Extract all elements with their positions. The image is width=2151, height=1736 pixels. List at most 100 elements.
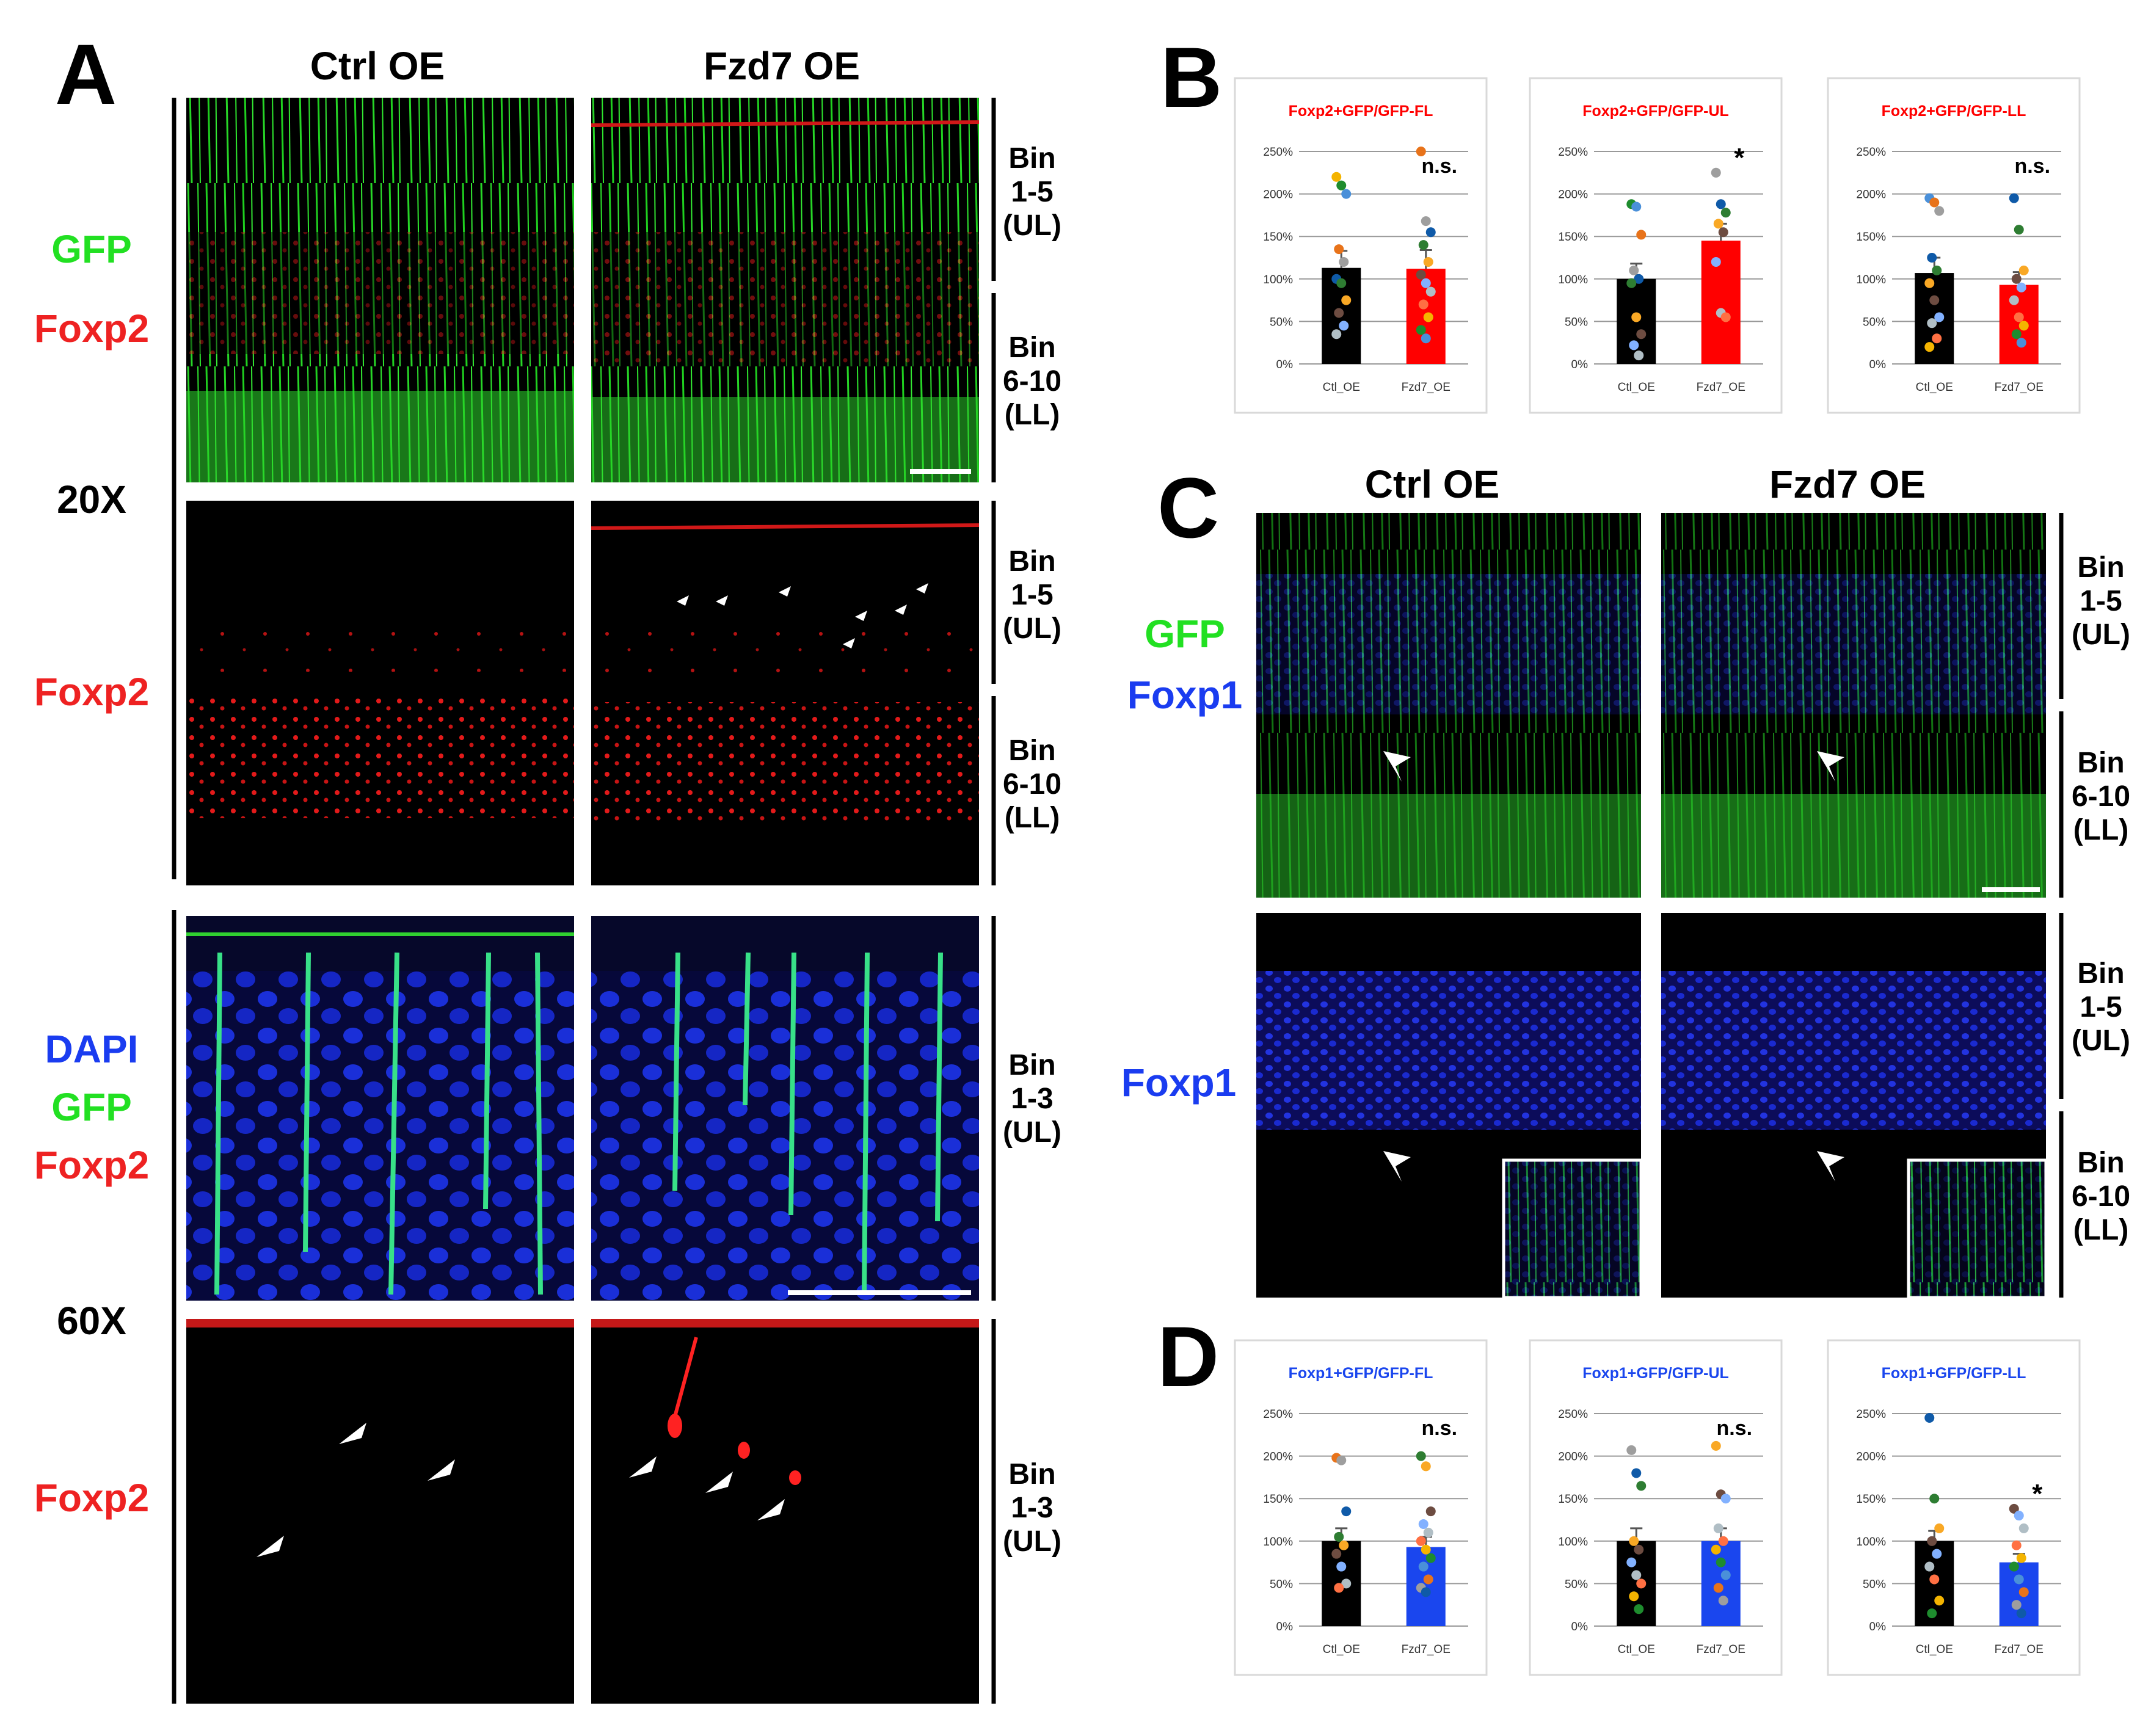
bin-label: Bin xyxy=(2077,747,2124,779)
x-tick-label: Ctl_OE xyxy=(1916,381,1953,394)
micrograph-a-ctrl-gfp-foxp2-20x xyxy=(186,98,574,482)
bin-label: Bin xyxy=(1008,332,1055,364)
data-point xyxy=(1334,308,1344,318)
data-point xyxy=(1927,1536,1937,1546)
data-point xyxy=(1634,274,1644,284)
scale-bar xyxy=(788,1290,971,1295)
micrograph-a-fzd7-foxp2-60x xyxy=(591,1319,979,1704)
data-point xyxy=(1629,265,1639,275)
data-point xyxy=(1634,1604,1644,1614)
y-tick-label: 150% xyxy=(1856,231,1886,244)
data-point xyxy=(1631,1468,1642,1478)
chart-title: Foxp2+GFP/GFP-UL xyxy=(1582,103,1729,120)
data-point xyxy=(1932,333,1942,344)
data-point xyxy=(1425,286,1436,297)
y-tick-label: 100% xyxy=(1558,1536,1588,1549)
magnification-20x: 20X xyxy=(57,478,126,521)
x-tick-label: Fzd7_OE xyxy=(1697,381,1745,394)
bar xyxy=(1701,241,1741,364)
data-point xyxy=(2016,1553,2026,1563)
bin-label: (UL) xyxy=(1003,1525,1061,1558)
y-tick-label: 50% xyxy=(1565,316,1588,329)
data-point xyxy=(1631,1570,1642,1580)
data-point xyxy=(1934,1596,1945,1606)
y-tick-label: 0% xyxy=(1869,1621,1887,1633)
y-tick-label: 200% xyxy=(1856,189,1886,202)
y-tick-label: 150% xyxy=(1856,1493,1886,1506)
chart-foxp2-ul: Foxp2+GFP/GFP-UL 0% 50% 100% 150% 200% 250% Ctl… xyxy=(1529,77,1783,414)
y-tick-label: 150% xyxy=(1263,231,1293,244)
data-point xyxy=(2014,1574,2024,1585)
y-tick-label: 200% xyxy=(1856,1451,1886,1464)
data-point xyxy=(1339,256,1349,267)
channel-label-gfp-c1: GFP xyxy=(1145,612,1225,656)
data-point xyxy=(1711,1544,1721,1555)
data-point xyxy=(1334,1531,1344,1542)
data-point xyxy=(1418,1561,1429,1572)
x-tick-label: Fzd7_OE xyxy=(1995,381,2044,394)
x-tick-label: Ctl_OE xyxy=(1916,1643,1953,1656)
data-point xyxy=(1720,1570,1731,1580)
y-tick-label: 0% xyxy=(1869,358,1887,371)
data-point xyxy=(1634,350,1644,361)
data-point xyxy=(1924,342,1935,352)
data-point xyxy=(2011,1540,2022,1550)
bin-label: Bin xyxy=(2077,551,2124,584)
arrowhead-icon xyxy=(1383,1151,1411,1182)
channel-label-dapi-a3: DAPI xyxy=(45,1027,139,1071)
bin-label: 6-10 xyxy=(1003,768,1061,801)
panel-letter-c: C xyxy=(1157,460,1219,556)
arrowhead-icon xyxy=(1817,751,1844,782)
y-tick-label: 150% xyxy=(1558,231,1588,244)
data-point xyxy=(1927,1608,1937,1619)
y-tick-label: 250% xyxy=(1856,1408,1886,1421)
micrograph-c-ctrl-foxp1 xyxy=(1256,913,1643,1299)
chart-foxp1-ul: Foxp1+GFP/GFP-UL 0% 50% 100% 150% 200% 250% Ctl… xyxy=(1529,1339,1783,1676)
data-point xyxy=(1336,180,1347,191)
data-point xyxy=(1924,278,1935,288)
significance-label: * xyxy=(2032,1479,2043,1509)
data-point xyxy=(2018,265,2029,275)
x-tick-label: Fzd7_OE xyxy=(1697,1643,1745,1656)
data-point xyxy=(1718,1536,1728,1546)
x-tick-label: Fzd7_OE xyxy=(1995,1643,2044,1656)
scale-bar xyxy=(910,469,971,474)
bin-label: (UL) xyxy=(2072,1025,2130,1057)
chart-foxp1-fl: Foxp1+GFP/GFP-FL 0% 50% 100% 150% 200% 250% Ctl… xyxy=(1234,1339,1488,1676)
panel-letter-a: A xyxy=(55,26,117,122)
data-point xyxy=(1334,1583,1344,1593)
bin-label: 1-5 xyxy=(1011,579,1053,611)
channel-label-gfp-a1: GFP xyxy=(51,227,132,271)
y-tick-label: 150% xyxy=(1263,1493,1293,1506)
bin-label: Bin xyxy=(1008,1049,1055,1081)
data-point xyxy=(1418,299,1429,310)
channel-label-foxp1-c1: Foxp1 xyxy=(1127,673,1242,717)
data-point xyxy=(1718,1596,1728,1606)
data-point xyxy=(1339,1540,1349,1550)
micrograph-a-fzd7-dapi-gfp-foxp2-60x xyxy=(591,916,979,1301)
data-point xyxy=(1421,1587,1431,1597)
data-point xyxy=(2011,1600,2022,1610)
micrograph-a-ctrl-foxp2-60x xyxy=(186,1319,574,1704)
micrograph-c-ctrl-gfp-foxp1 xyxy=(1256,513,1641,898)
data-point xyxy=(1336,1561,1347,1572)
data-point xyxy=(1720,1494,1731,1504)
data-point xyxy=(1636,230,1647,240)
data-point xyxy=(1929,1574,1940,1585)
bin-label: Bin xyxy=(2077,957,2124,990)
y-tick-label: 200% xyxy=(1558,189,1588,202)
data-point xyxy=(2009,1503,2019,1514)
chart-foxp2-ll: Foxp2+GFP/GFP-LL 0% 50% 100% 150% 200% 250% Ctl… xyxy=(1827,77,2081,414)
data-point xyxy=(1932,265,1942,275)
data-point xyxy=(1636,1578,1647,1589)
data-point xyxy=(1924,1561,1935,1572)
bin-label: (UL) xyxy=(2072,619,2130,651)
chart-title: Foxp1+GFP/GFP-UL xyxy=(1582,1365,1729,1382)
bin-label: (UL) xyxy=(1003,612,1061,645)
data-point xyxy=(1334,244,1344,255)
y-tick-label: 150% xyxy=(1558,1493,1588,1506)
significance-label: n.s. xyxy=(1716,1417,1752,1440)
data-point xyxy=(1416,325,1426,335)
column-label-ctrl-a: Ctrl OE xyxy=(310,44,445,88)
data-point xyxy=(1421,216,1431,227)
